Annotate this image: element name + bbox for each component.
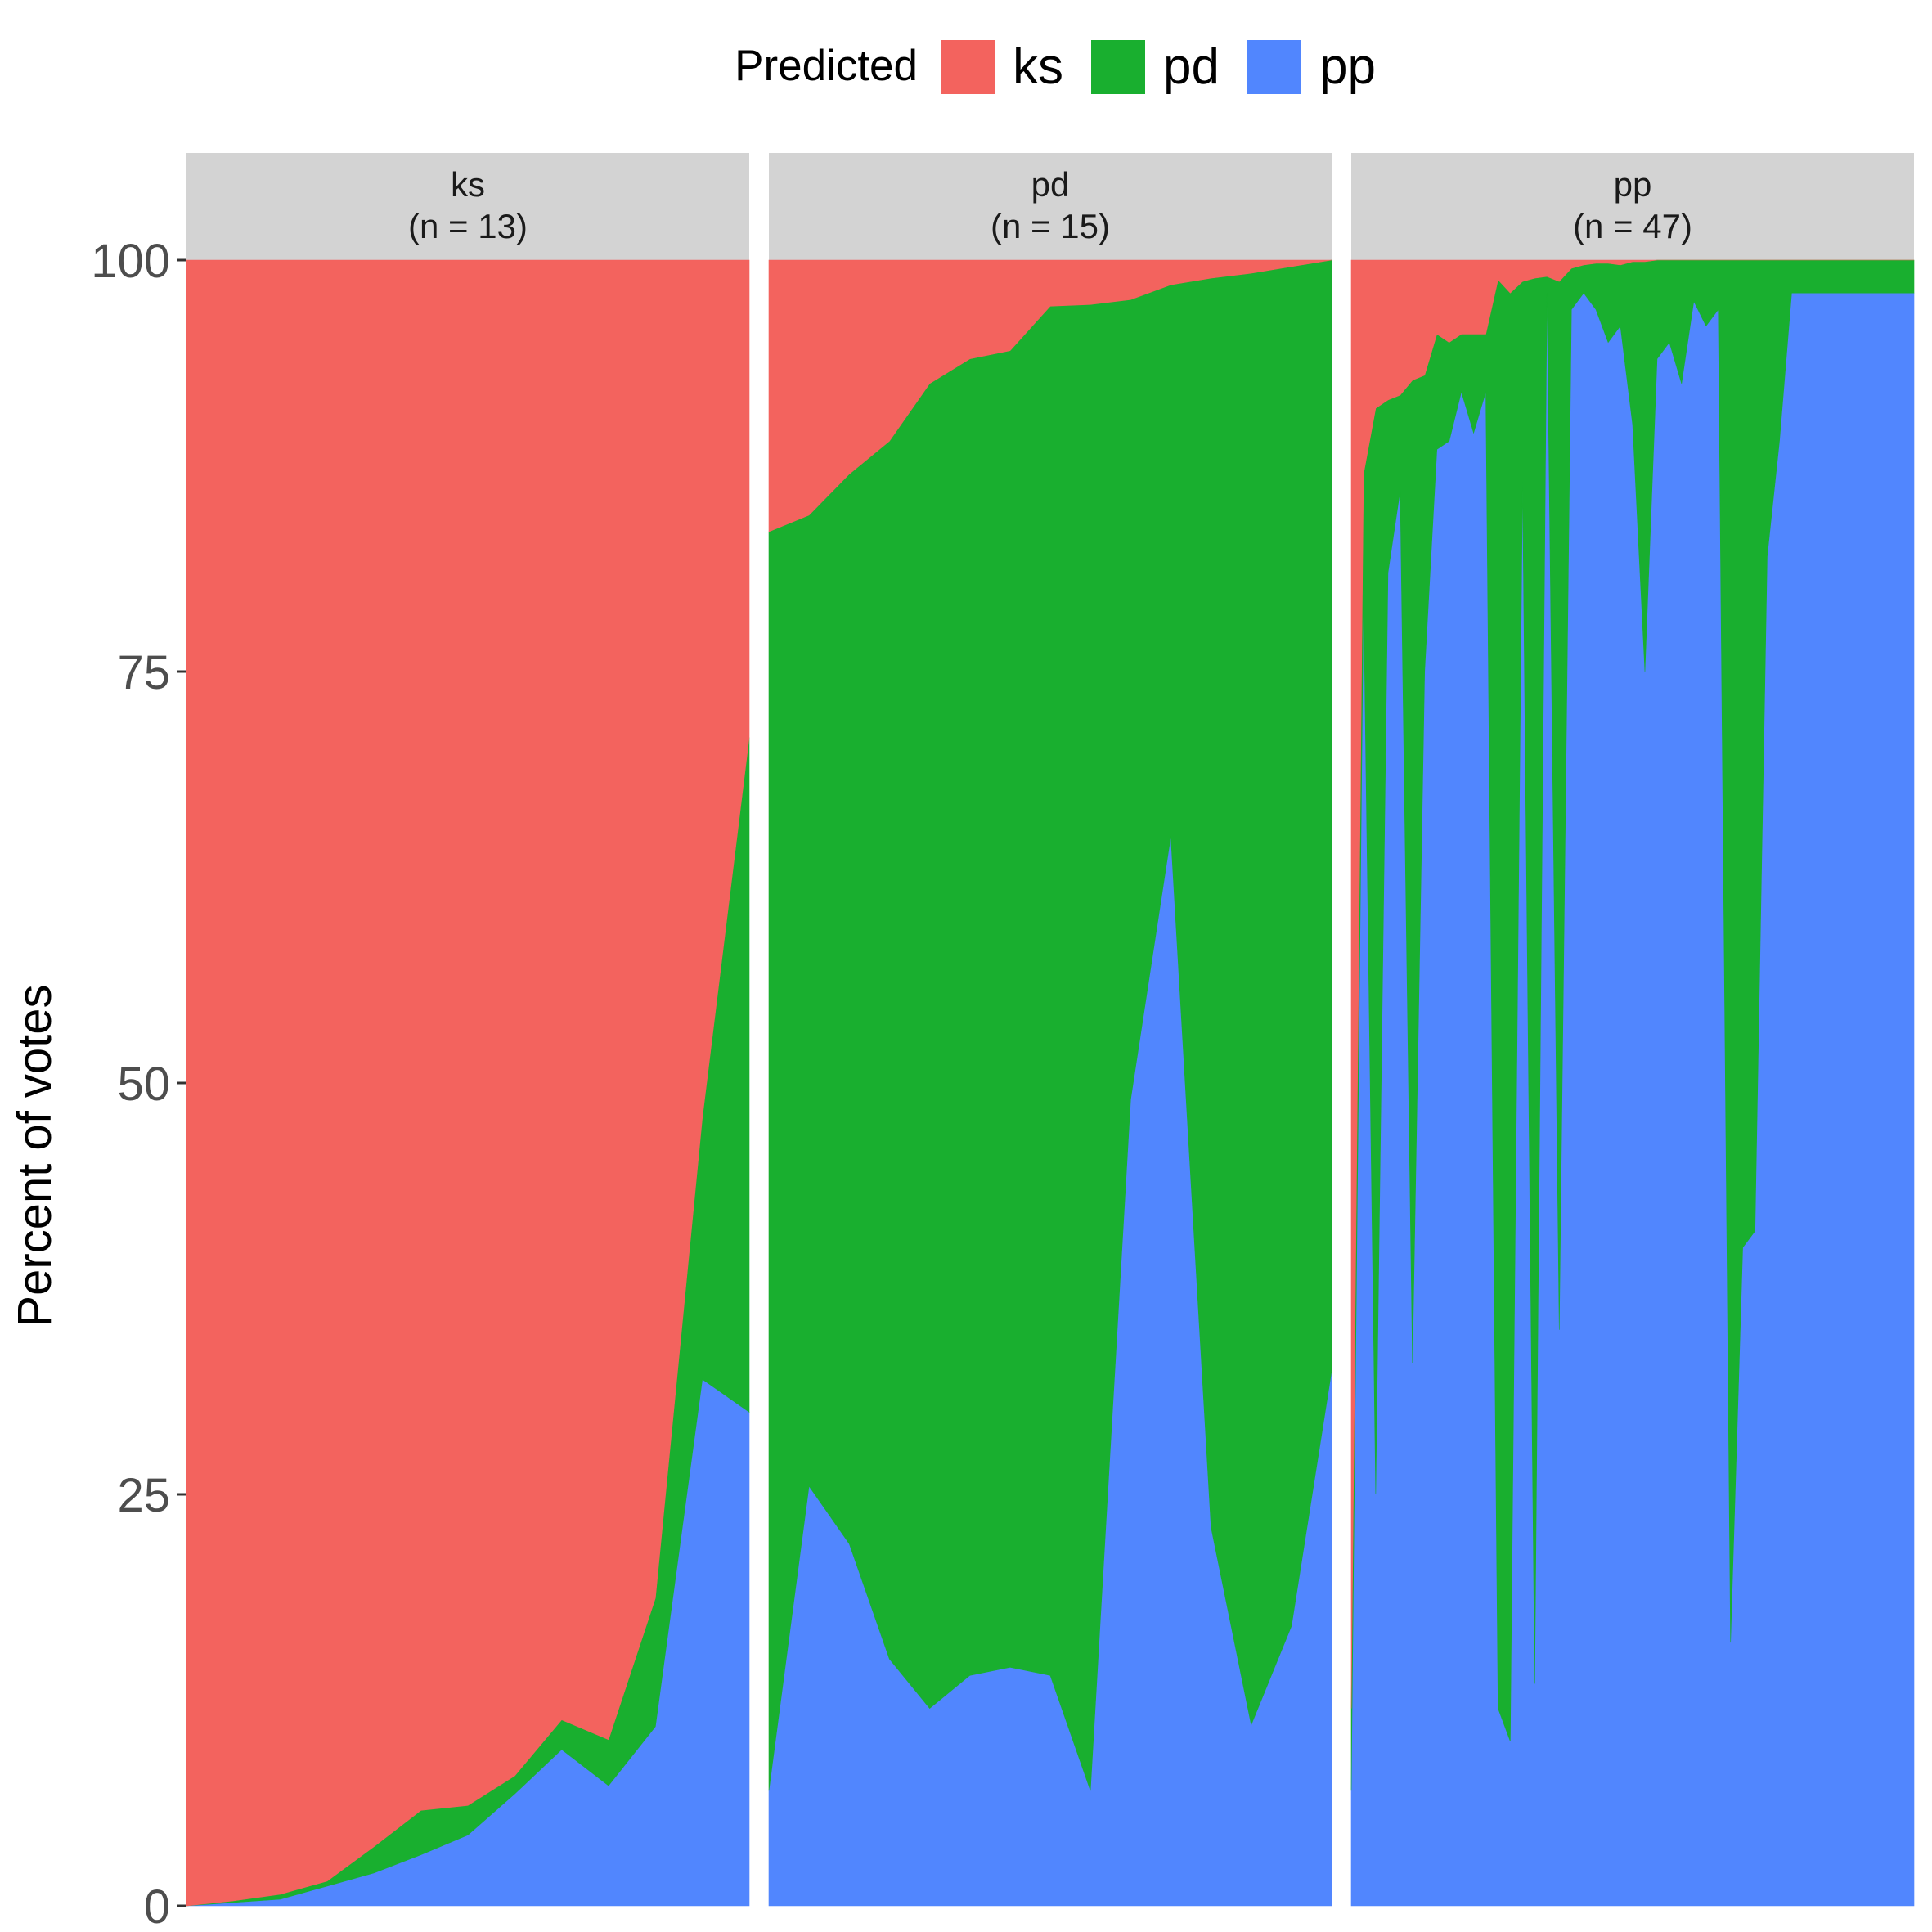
y-tick-label-25: 25	[117, 1469, 170, 1522]
legend-label-ks: ks	[1013, 38, 1063, 95]
strip-pd	[769, 153, 1332, 260]
area-ks-ks	[186, 259, 750, 1907]
y-tick-label-100: 100	[91, 235, 170, 288]
facet-panels: ks(n = 13)pd(n = 15)pp(n = 47)	[186, 153, 1915, 1907]
legend-title: Predicted	[735, 42, 918, 90]
y-tick-label-0: 0	[144, 1880, 170, 1932]
strip-n-pp: (n = 47)	[1573, 207, 1692, 245]
strip-n-ks: (n = 13)	[408, 207, 528, 245]
legend-label-pd: pd	[1163, 38, 1220, 95]
area-pd-ks	[768, 259, 1332, 532]
y-axis: 0 25 50 75 100	[91, 235, 186, 1932]
legend-key-ks	[941, 40, 995, 94]
panel-pp: pp(n = 47)	[1350, 153, 1915, 1907]
strip-title-pd: pd	[1031, 165, 1070, 204]
legend: Predicted ks pd pp	[735, 38, 1376, 95]
legend-label-pp: pp	[1319, 38, 1376, 95]
panel-pd: pd(n = 15)	[768, 153, 1332, 1907]
area-pp-pp	[1350, 292, 1915, 1907]
panel-ks: ks(n = 13)	[186, 153, 750, 1907]
strip-ks	[186, 153, 749, 260]
legend-key-pp	[1247, 40, 1301, 94]
strip-title-pp: pp	[1614, 165, 1652, 204]
strip-title-ks: ks	[451, 165, 485, 204]
y-tick-label-75: 75	[117, 646, 170, 699]
legend-key-pd	[1091, 40, 1145, 94]
y-axis-label: Percent of votes	[8, 984, 61, 1327]
strip-n-pd: (n = 15)	[991, 207, 1110, 245]
y-tick-label-50: 50	[117, 1058, 170, 1111]
strip-pp	[1351, 153, 1914, 260]
area-pp-ks	[1350, 259, 1914, 1709]
